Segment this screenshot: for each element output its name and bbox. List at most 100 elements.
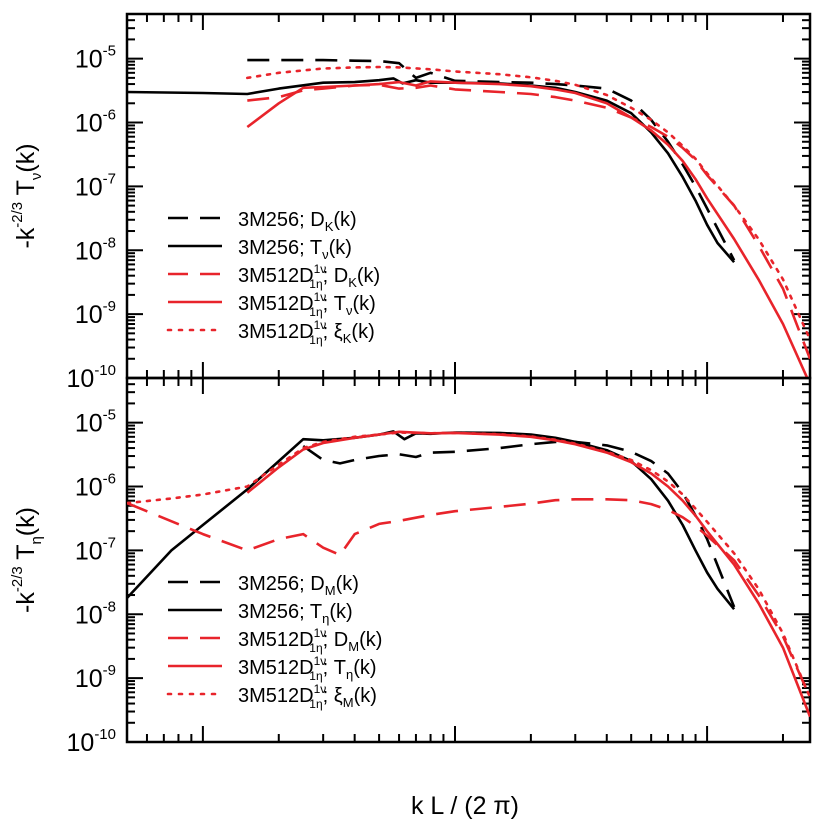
y-axis-label: -k-2/3 Tη(k) [9,507,45,613]
legend-subscript: 1η [309,641,322,655]
legend-run-name: 3M512D [238,321,314,343]
y-label-subscript: ν [28,173,45,181]
legend-argument: (k) [329,237,352,259]
legend-quantity: ; ξ [323,685,343,707]
series-group-top [127,58,810,378]
legend-label: 3M512D1ν 1η; Tη(k) [238,654,377,683]
y-label-subscript: η [28,536,45,544]
legend-quantity: D [310,209,324,231]
series-line-top-2 [127,77,736,264]
legend-subscript: 1η [309,305,322,319]
legend-quantity-subscript: η [346,667,353,682]
y-tick-label: 10-10 [67,362,117,393]
y-label-symbol: T [12,180,40,202]
legend-run-name: 3M512D [238,293,314,315]
legend-quantity: T [310,601,322,623]
y-tick-exponent: -5 [103,407,116,424]
y-label-prefix: -k [12,592,40,613]
legend-argument: (k) [353,293,376,315]
series-group-bottom [127,430,810,718]
legend-quantity-subscript: K [343,331,352,346]
series-line-bottom-3 [127,497,810,698]
y-tick-label: 10-5 [75,407,116,438]
series-line-top-4 [246,80,809,378]
y-tick-label: 10-6 [75,471,116,502]
panel-bottom: 10-510-610-710-810-910-10-k-2/3 Tη(k)3M2… [9,376,812,757]
series-line-top-5 [246,65,810,341]
y-tick-base: 10 [75,537,103,565]
legend-subscript: 1η [309,669,322,683]
legend-quantity-subscript: M [348,639,359,654]
legend-run-name: 3M256; [238,601,310,623]
legend-label: 3M512D1ν 1η; Tν(k) [238,290,376,319]
legend-superscript: 1ν [314,262,327,276]
y-tick-base: 10 [67,365,95,393]
legend-label: 3M256; DM(k) [238,573,359,598]
y-tick-exponent: -8 [103,234,116,251]
y-tick-label: 10-6 [75,107,116,138]
legend-run-name: 3M512D [238,657,314,679]
legend-subscript: 1η [309,277,322,291]
x-axis-label: k L / (2 π) [411,792,519,820]
y-tick-base: 10 [75,410,103,438]
y-tick-label: 10-7 [75,170,116,201]
x-ticks-top [126,14,784,378]
legend-quantity-subscript: K [348,275,357,290]
legend-quantity: T [310,237,322,259]
legend-subscript: 1η [309,697,322,711]
y-tick-label: 10-7 [75,534,116,565]
legend-subscript: 1η [309,333,322,347]
y-tick-base: 10 [75,301,103,329]
legend-run-name: 3M256; [238,209,310,231]
y-label-exponent: -2/3 [9,202,26,228]
x-ticks-bottom [126,378,784,742]
y-tick-base: 10 [67,729,95,757]
legend-argument: (k) [336,573,359,595]
legend-argument: (k) [333,209,356,231]
legend-argument: (k) [353,657,376,679]
y-tick-base: 10 [75,665,103,693]
y-tick-exponent: -8 [103,598,116,615]
legend-quantity-subscript: M [343,695,354,710]
panel-top: 10-510-610-710-810-910-10-k-2/3 Tν(k)3M2… [9,12,812,393]
legend-run-name: 3M256; [238,237,310,259]
legend-quantity-subscript: K [325,219,334,234]
legend-label: 3M512D1ν 1η; ξM(k) [238,682,377,711]
y-tick-exponent: -9 [103,298,116,315]
legend-quantity-subscript: ν [346,303,353,318]
legend-argument: (k) [354,685,377,707]
legend-quantity-subscript: η [322,611,329,626]
y-tick-exponent: -7 [103,534,116,551]
y-label-suffix: (k) [12,143,40,172]
legend-argument: (k) [351,321,374,343]
series-line-bottom-5 [127,431,810,699]
legend-label: 3M256; DK(k) [238,209,357,234]
legend-run-name: 3M512D [238,265,314,287]
legend-argument: (k) [357,265,380,287]
y-tick-exponent: -5 [103,43,116,60]
plot-frame-top [125,12,812,380]
y-tick-label: 10-9 [75,298,116,329]
y-tick-exponent: -9 [103,662,116,679]
legend-superscript: 1ν [314,654,327,668]
legend-bottom: 3M256; DM(k)3M256; Tη(k)3M512D1ν 1η; DM(k… [166,573,382,711]
y-tick-exponent: -10 [94,726,116,743]
y-tick-label: 10-5 [75,43,116,74]
legend-quantity-subscript: ν [322,247,329,262]
legend-quantity: ; D [323,265,349,287]
y-tick-exponent: -6 [103,471,116,488]
legend-quantity: ; ξ [323,321,343,343]
y-tick-label: 10-9 [75,662,116,693]
legend-quantity: ; T [323,293,346,315]
y-tick-base: 10 [75,601,103,629]
series-line-bottom-1 [302,440,736,608]
legend-quantity-subscript: M [325,583,336,598]
legend-superscript: 1ν [314,318,327,332]
y-ticks-top [127,13,810,379]
legend-run-name: 3M512D [238,629,314,651]
y-tick-base: 10 [75,173,103,201]
y-tick-base: 10 [75,237,103,265]
y-tick-label: 10-8 [75,598,116,629]
legend-label: 3M512D1ν 1η; DM(k) [238,626,382,655]
